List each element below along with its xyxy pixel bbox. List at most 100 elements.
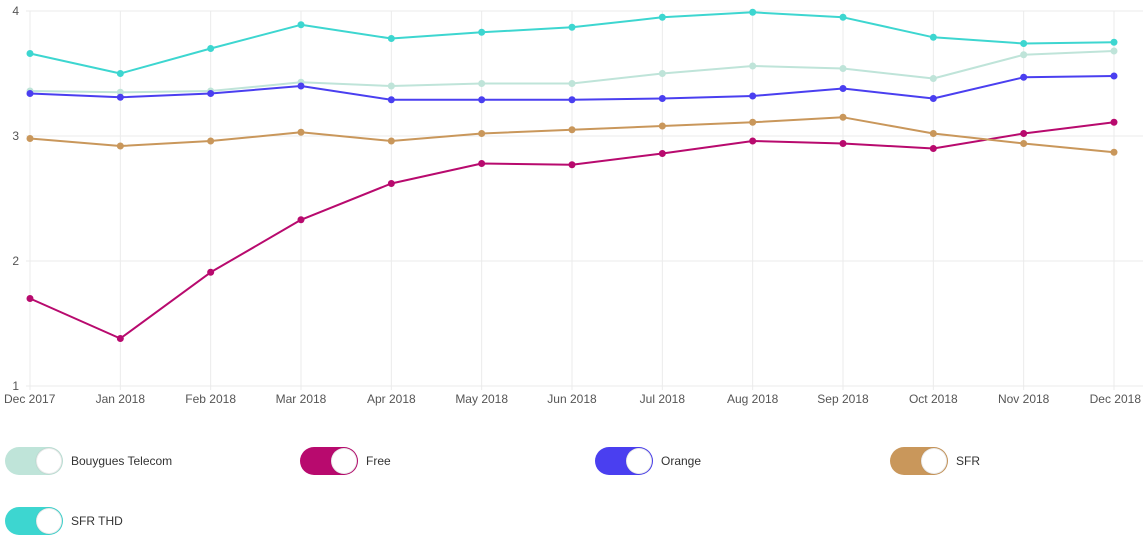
data-point[interactable] bbox=[839, 13, 847, 21]
legend-toggle-sfr[interactable]: SFR bbox=[890, 446, 980, 476]
data-point[interactable] bbox=[929, 75, 937, 82]
data-point[interactable] bbox=[929, 145, 937, 152]
data-point[interactable] bbox=[387, 180, 395, 187]
x-tick-label: Dec 2017 bbox=[4, 392, 56, 406]
data-point[interactable] bbox=[387, 35, 395, 42]
data-point[interactable] bbox=[749, 118, 757, 126]
data-point[interactable] bbox=[658, 150, 666, 157]
x-axis: Dec 2017 Jan 2018 Feb 2018 Mar 2018 Apr 2018… bbox=[4, 392, 1141, 406]
toggle-switch[interactable] bbox=[890, 447, 948, 475]
data-point[interactable] bbox=[26, 50, 34, 57]
y-tick-label: 1 bbox=[12, 379, 19, 393]
data-point[interactable] bbox=[1110, 72, 1118, 80]
data-point[interactable] bbox=[749, 137, 757, 145]
data-point[interactable] bbox=[116, 88, 124, 96]
data-point[interactable] bbox=[929, 130, 937, 137]
data-point[interactable] bbox=[1020, 140, 1028, 147]
legend: Bouygues Telecom Free Orange SFR SFR THD bbox=[0, 440, 1145, 537]
toggle-switch[interactable] bbox=[300, 447, 358, 475]
data-point[interactable] bbox=[478, 28, 486, 36]
legend-label: SFR THD bbox=[71, 514, 123, 528]
data-point[interactable] bbox=[1020, 73, 1028, 81]
toggle-switch[interactable] bbox=[5, 447, 63, 475]
data-point[interactable] bbox=[749, 8, 757, 16]
toggle-knob bbox=[626, 448, 652, 474]
x-tick-label: Feb 2018 bbox=[185, 392, 236, 406]
line-chart: 1 2 3 4 Dec 2017 Jan 2018 Feb 2018 Mar 2018 Apr… bbox=[4, 4, 1143, 406]
data-point[interactable] bbox=[116, 335, 124, 342]
data-point[interactable] bbox=[839, 140, 847, 147]
data-point[interactable] bbox=[839, 113, 847, 121]
x-tick-label: Jun 2018 bbox=[547, 392, 597, 406]
data-point[interactable] bbox=[207, 137, 215, 145]
data-point[interactable] bbox=[26, 90, 34, 97]
series-free bbox=[26, 118, 1118, 342]
series-group bbox=[26, 8, 1118, 342]
y-tick-label: 2 bbox=[12, 254, 19, 268]
data-point[interactable] bbox=[478, 160, 486, 167]
data-point[interactable] bbox=[387, 137, 395, 145]
data-point[interactable] bbox=[387, 82, 395, 90]
toggle-switch[interactable] bbox=[5, 507, 63, 535]
data-point[interactable] bbox=[207, 90, 215, 97]
legend-toggle-free[interactable]: Free bbox=[300, 446, 391, 476]
data-point[interactable] bbox=[568, 126, 576, 134]
data-point[interactable] bbox=[929, 95, 937, 102]
toggle-switch[interactable] bbox=[595, 447, 653, 475]
data-point[interactable] bbox=[297, 216, 305, 224]
x-tick-label: Nov 2018 bbox=[998, 392, 1050, 406]
y-tick-label: 3 bbox=[12, 129, 19, 143]
x-tick-label: Jan 2018 bbox=[96, 392, 146, 406]
toggle-knob bbox=[36, 508, 62, 534]
series-orange bbox=[26, 72, 1118, 104]
data-point[interactable] bbox=[568, 96, 576, 104]
data-point[interactable] bbox=[749, 62, 757, 70]
data-point[interactable] bbox=[658, 122, 666, 130]
data-point[interactable] bbox=[1020, 130, 1028, 137]
data-point[interactable] bbox=[839, 65, 847, 72]
y-tick-label: 4 bbox=[12, 4, 19, 18]
data-point[interactable] bbox=[116, 93, 124, 101]
x-tick-label: Oct 2018 bbox=[909, 392, 958, 406]
data-point[interactable] bbox=[478, 96, 486, 104]
toggle-knob bbox=[36, 448, 62, 474]
data-point[interactable] bbox=[297, 21, 305, 29]
legend-toggle-sfr-thd[interactable]: SFR THD bbox=[5, 506, 123, 536]
data-point[interactable] bbox=[658, 13, 666, 21]
data-point[interactable] bbox=[116, 142, 124, 150]
data-point[interactable] bbox=[116, 70, 124, 77]
data-point[interactable] bbox=[658, 95, 666, 102]
data-point[interactable] bbox=[387, 96, 395, 104]
legend-label: Orange bbox=[661, 454, 702, 468]
x-tick-label: Aug 2018 bbox=[727, 392, 779, 406]
x-tick-label: Sep 2018 bbox=[817, 392, 869, 406]
data-point[interactable] bbox=[568, 23, 576, 31]
data-point[interactable] bbox=[929, 33, 937, 41]
data-point[interactable] bbox=[207, 268, 215, 276]
data-point[interactable] bbox=[26, 295, 34, 302]
data-point[interactable] bbox=[478, 130, 486, 137]
legend-toggle-orange[interactable]: Orange bbox=[595, 446, 701, 476]
x-tick-label: Apr 2018 bbox=[367, 392, 416, 406]
series-sfr-thd bbox=[26, 8, 1118, 77]
data-point[interactable] bbox=[568, 161, 576, 169]
data-point[interactable] bbox=[568, 80, 576, 87]
data-point[interactable] bbox=[1110, 118, 1118, 126]
data-point[interactable] bbox=[297, 82, 305, 90]
data-point[interactable] bbox=[297, 128, 305, 136]
data-point[interactable] bbox=[1110, 47, 1118, 55]
legend-label: Bouygues Telecom bbox=[71, 454, 173, 468]
legend-label: Free bbox=[366, 454, 391, 468]
data-point[interactable] bbox=[1020, 51, 1028, 59]
data-point[interactable] bbox=[207, 45, 215, 52]
data-point[interactable] bbox=[478, 80, 486, 87]
legend-toggle-bouygues-telecom[interactable]: Bouygues Telecom bbox=[5, 446, 172, 476]
data-point[interactable] bbox=[839, 85, 847, 92]
x-tick-label: Mar 2018 bbox=[276, 392, 327, 406]
data-point[interactable] bbox=[1020, 40, 1028, 47]
data-point[interactable] bbox=[658, 70, 666, 77]
data-point[interactable] bbox=[749, 92, 757, 100]
data-point[interactable] bbox=[1110, 148, 1118, 156]
data-point[interactable] bbox=[1110, 38, 1118, 46]
data-point[interactable] bbox=[26, 135, 34, 142]
